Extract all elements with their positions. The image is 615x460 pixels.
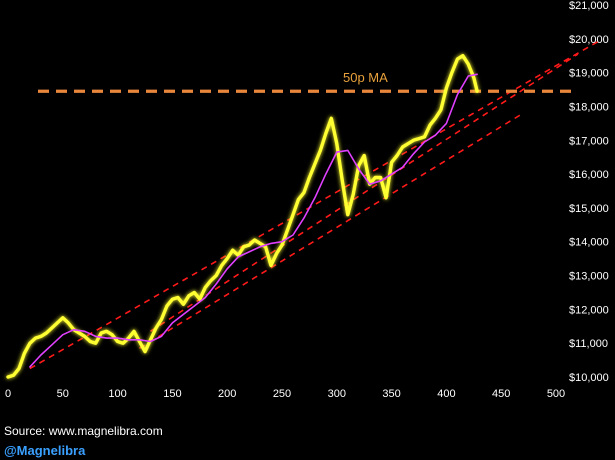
x-tick-label: 350 — [382, 388, 400, 400]
y-tick-label: $18,000 — [569, 101, 609, 113]
y-tick-label: $10,000 — [569, 372, 609, 384]
y-tick-label: $11,000 — [569, 338, 608, 350]
y-axis-ticks: $10,000 $11,000 $12,000 $13,000 $14,000 $15,0… — [569, 0, 609, 384]
y-tick-label: $19,000 — [569, 68, 609, 80]
source-text: Source: www.magnelibra.com — [4, 424, 163, 438]
series-line-1 — [6, 54, 479, 379]
y-tick-label: $16,000 — [569, 169, 609, 181]
series-lines — [6, 54, 479, 379]
y-tick-label: $20,000 — [569, 34, 609, 46]
y-tick-label: $12,000 — [569, 304, 609, 316]
series-line-2 — [29, 73, 478, 368]
x-tick-label: 250 — [273, 388, 291, 400]
y-tick-label: $13,000 — [569, 271, 609, 283]
x-tick-label: 200 — [218, 388, 236, 400]
trend-line-3 — [139, 112, 524, 349]
x-tick-label: 450 — [492, 388, 510, 400]
x-tick-label: 150 — [163, 388, 181, 400]
author-handle: @Magnelibra — [4, 443, 86, 458]
x-tick-label: 0 — [5, 388, 11, 400]
y-tick-label: $17,000 — [569, 135, 609, 147]
x-tick-label: 400 — [437, 388, 455, 400]
x-axis-ticks: 0 50 100 150 200 250 300 350 400 450 500 — [5, 388, 565, 400]
ma-reference-line: 50p MA — [38, 70, 578, 93]
x-tick-label: 500 — [547, 388, 565, 400]
x-tick-label: 50 — [57, 388, 69, 400]
ma-label: 50p MA — [343, 70, 388, 85]
x-tick-label: 300 — [328, 388, 346, 400]
y-tick-label: $15,000 — [569, 203, 609, 215]
trend-channel — [29, 39, 601, 370]
x-tick-label: 100 — [108, 388, 126, 400]
trend-line-2 — [150, 53, 579, 333]
y-tick-label: $21,000 — [569, 0, 609, 12]
y-tick-label: $14,000 — [569, 237, 609, 249]
